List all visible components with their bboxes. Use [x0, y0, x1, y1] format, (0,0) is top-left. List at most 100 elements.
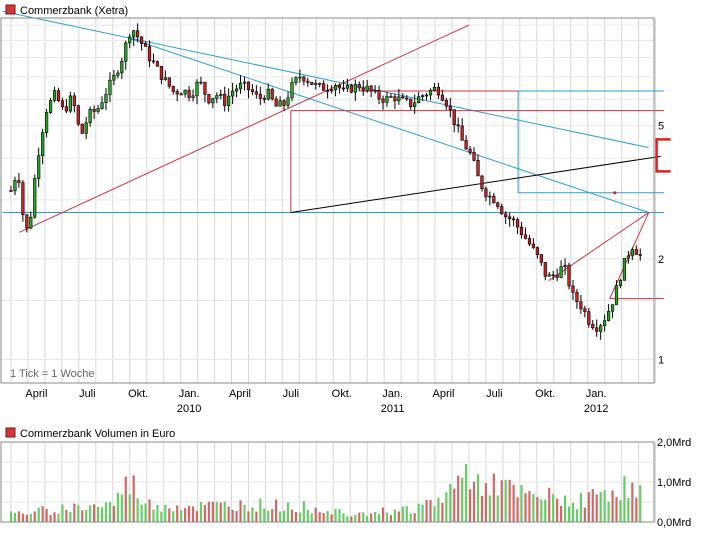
candle-body	[456, 124, 460, 127]
volume-bar	[140, 504, 143, 522]
volume-bar	[259, 498, 262, 522]
volume-bar	[571, 502, 575, 522]
volume-bar	[93, 504, 96, 522]
volume-bar	[128, 494, 131, 522]
black-projection-line	[290, 155, 661, 214]
volume-bar	[583, 507, 586, 522]
volume-bar	[172, 511, 175, 522]
lower-downtrend-line	[126, 36, 649, 213]
candle-body	[167, 77, 171, 87]
volume-chart-title: Commerzbank Volumen in Euro	[20, 428, 175, 440]
candle-body	[25, 214, 29, 229]
volume-bar	[57, 513, 60, 522]
volume-bar	[370, 513, 373, 522]
volume-bar	[508, 479, 511, 522]
candle-body	[227, 95, 231, 106]
volume-bar	[532, 494, 535, 522]
candle-body	[45, 112, 49, 133]
candle-body	[353, 84, 357, 93]
volume-bar	[635, 497, 638, 522]
volume-bar	[461, 477, 464, 522]
volume-bar	[453, 488, 456, 522]
volume-bar	[89, 505, 92, 522]
volume-bar	[41, 506, 44, 522]
volume-bar	[132, 475, 135, 522]
candle-body	[242, 81, 247, 84]
volume-bar	[282, 510, 286, 522]
volume-bar	[567, 506, 571, 522]
candle-body	[13, 180, 17, 191]
volume-bar	[144, 503, 147, 522]
candle-body	[112, 75, 116, 81]
candle-body	[88, 108, 92, 124]
candle-body	[262, 98, 266, 100]
volume-bar	[389, 515, 393, 522]
candle-body	[357, 84, 361, 89]
candle-body	[60, 100, 65, 107]
candle-body	[393, 96, 397, 102]
volume-bar	[156, 505, 159, 522]
candle-body	[492, 195, 496, 204]
volume-bar	[298, 512, 302, 522]
volume-bar	[96, 506, 100, 522]
candle-body	[187, 89, 191, 98]
volume-bar	[239, 500, 242, 522]
x-tick-label: Juli	[283, 388, 300, 400]
candle-body	[448, 105, 452, 110]
volume-legend-swatch	[5, 427, 16, 438]
volume-bar	[247, 511, 250, 522]
candle-body	[361, 87, 365, 91]
candle-body	[84, 122, 88, 134]
volume-bar	[17, 511, 21, 522]
volume-bar	[330, 514, 333, 522]
volume-bar	[33, 511, 36, 522]
chart-frame	[0, 17, 655, 523]
x-tick-label: Okt.	[128, 388, 148, 400]
candle-body	[92, 108, 96, 112]
volume-bar	[231, 509, 234, 522]
candle-body	[575, 292, 579, 303]
volume-bar	[306, 509, 309, 522]
volume-bar	[235, 510, 238, 522]
volume-bar	[263, 508, 266, 522]
candle-body	[52, 90, 57, 101]
upper-downtrend-line	[2, 10, 649, 149]
volume-bar	[267, 510, 270, 522]
volume-bar	[342, 513, 345, 522]
volume-bar	[21, 513, 24, 522]
candle-body	[401, 96, 405, 99]
candle-body	[385, 96, 389, 103]
volume-bar	[77, 504, 80, 522]
volume-bar	[346, 516, 349, 522]
volume-bar	[492, 473, 495, 522]
candle-body	[219, 93, 223, 96]
trend-lines	[2, 10, 671, 300]
volume-bar	[314, 507, 317, 522]
x-tick-label: Juli	[79, 388, 96, 400]
candle-body	[523, 234, 528, 239]
candle-body	[472, 151, 476, 161]
candle-body	[488, 195, 492, 198]
volume-bar	[124, 476, 127, 522]
volume-bar	[445, 492, 448, 522]
volume-bar	[595, 494, 598, 522]
volume-bar	[449, 484, 452, 522]
volume-bar	[548, 487, 551, 522]
candle-body	[140, 36, 144, 44]
volume-bar	[496, 495, 499, 522]
candle-body	[606, 310, 611, 321]
volume-bar	[560, 505, 563, 522]
volume-bar	[271, 509, 274, 522]
volume-bar	[195, 511, 199, 522]
volume-bar	[104, 502, 108, 522]
candle-body	[555, 274, 559, 278]
candle-body	[519, 226, 524, 236]
candle-body	[405, 97, 409, 100]
candle-body	[17, 180, 21, 183]
volume-bar	[441, 502, 444, 522]
price-chart-title: Commerzbank (Xetra)	[20, 5, 128, 17]
volume-bar	[437, 497, 440, 522]
volume-bar	[544, 499, 547, 522]
volume-y-tick-label: 0,0Mrd	[657, 517, 691, 529]
